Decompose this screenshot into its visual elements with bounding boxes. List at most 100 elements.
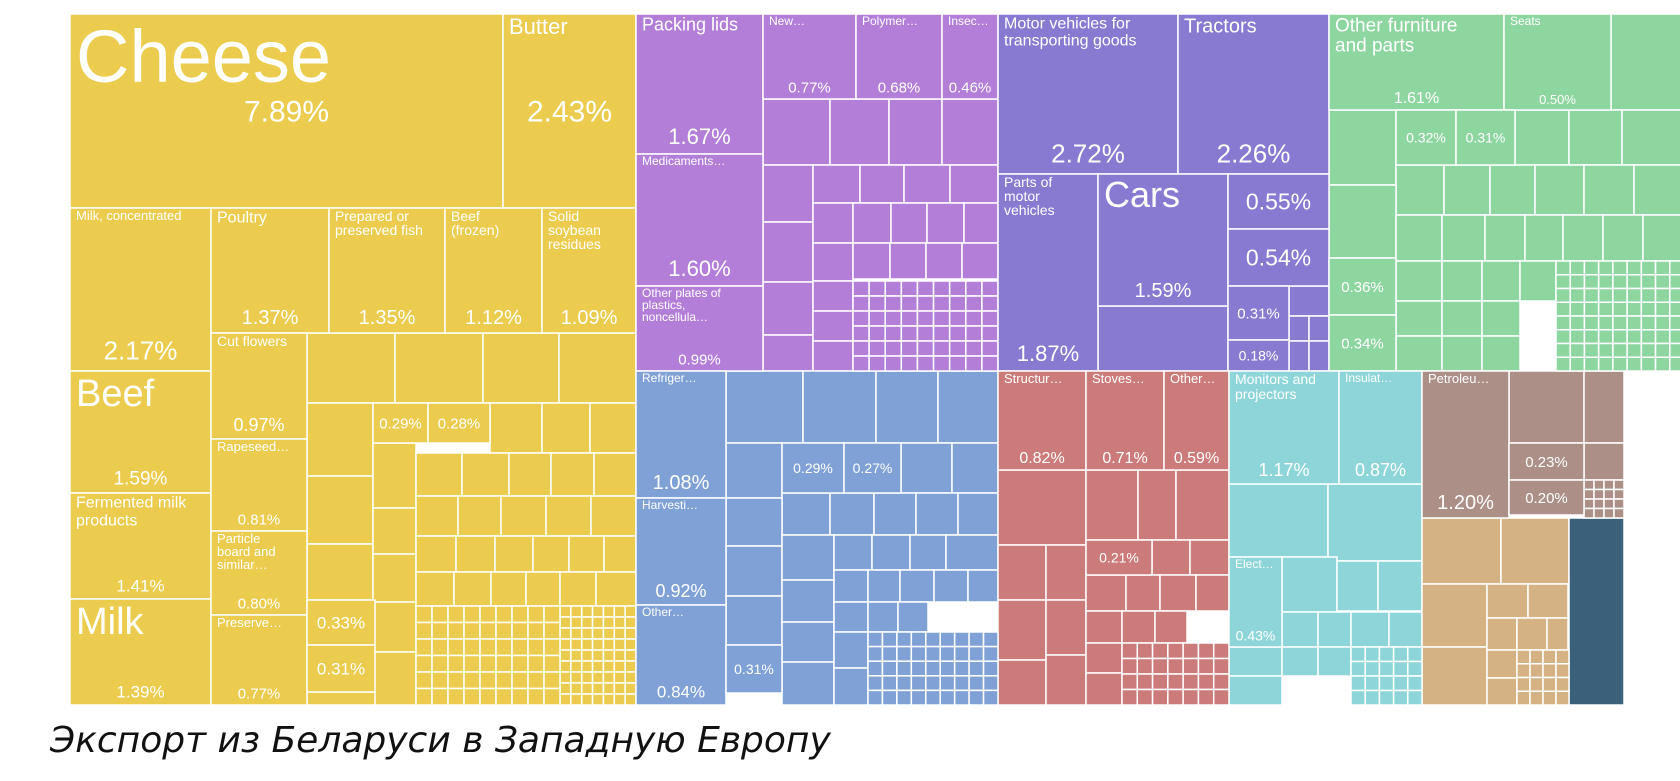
treemap-tile xyxy=(1195,574,1230,612)
treemap-tile-small xyxy=(1121,657,1139,675)
treemap-tile xyxy=(997,544,1047,601)
treemap-tile xyxy=(482,332,560,404)
tile-label: Elect… xyxy=(1235,557,1274,571)
treemap-tile-27 xyxy=(1097,173,1229,307)
treemap-tile-small xyxy=(570,660,583,673)
treemap-tile-small xyxy=(939,645,956,662)
treemap-tile xyxy=(867,601,899,633)
tile-value: 0.50% xyxy=(1539,92,1576,107)
tile-label: Other… xyxy=(1170,371,1216,386)
treemap-tile xyxy=(949,164,999,204)
tile-value: 1.39% xyxy=(116,682,164,701)
treemap-tile-small xyxy=(925,660,941,677)
treemap-tile-small xyxy=(591,682,605,695)
treemap-tile-small xyxy=(543,654,561,673)
treemap-tile xyxy=(890,202,928,244)
treemap-tile-small xyxy=(884,325,903,342)
treemap-tile-small xyxy=(559,616,572,629)
treemap-tile xyxy=(1189,539,1230,576)
treemap-tile xyxy=(925,242,963,280)
treemap-tile-small xyxy=(1597,342,1614,358)
treemap-tile-14 xyxy=(372,402,429,444)
treemap-tile-15 xyxy=(427,402,491,444)
treemap-tile-32 xyxy=(1328,13,1505,111)
treemap-tile-small xyxy=(1583,488,1595,500)
tile-value: 2.43% xyxy=(527,96,612,129)
treemap-tile-small xyxy=(495,671,513,690)
treemap-tile-30 xyxy=(1227,285,1290,341)
treemap-tile-41 xyxy=(781,442,845,494)
treemap-tile-23 xyxy=(635,285,764,372)
treemap-tile-small xyxy=(1392,660,1409,677)
treemap-tile xyxy=(888,98,943,166)
tile-value: 2.72% xyxy=(1051,138,1125,168)
treemap-tile-small xyxy=(900,340,919,357)
treemap-tile xyxy=(926,202,965,244)
treemap-tile-small xyxy=(939,675,956,692)
treemap-tile-small xyxy=(953,675,970,692)
treemap-tile xyxy=(829,492,875,536)
treemap-tile-small xyxy=(881,631,898,648)
treemap-tile-31 xyxy=(1227,339,1290,372)
treemap-tile-small xyxy=(965,355,983,372)
treemap-tile xyxy=(372,651,417,706)
treemap-tile-small xyxy=(900,325,919,342)
treemap-tile-10 xyxy=(210,332,308,440)
treemap-tile xyxy=(306,475,374,545)
treemap-tile-small xyxy=(1654,301,1671,317)
treemap-tile xyxy=(490,571,527,607)
treemap-tile-small xyxy=(527,687,545,706)
treemap-tile-small xyxy=(1640,342,1657,358)
tile-label: Stoves… xyxy=(1092,371,1145,386)
treemap-tile-small xyxy=(1626,342,1643,358)
treemap-tile-small xyxy=(602,627,616,640)
treemap-tile xyxy=(1441,335,1483,372)
treemap-tile-small xyxy=(925,645,941,662)
treemap-tile xyxy=(997,469,1087,546)
treemap-tile-small xyxy=(570,693,583,706)
treemap-tile-small xyxy=(613,693,626,706)
treemap-tile-small xyxy=(1626,356,1643,372)
treemap-tile-small xyxy=(1640,287,1657,303)
treemap-tile-17 xyxy=(306,644,376,693)
treemap-tile-small xyxy=(881,660,898,677)
tile-label: Motor vehicles for xyxy=(1004,16,1131,33)
treemap-tile xyxy=(1281,556,1338,613)
treemap-tile xyxy=(1486,617,1518,651)
tile-value: 1.17% xyxy=(1258,460,1309,480)
treemap-tile xyxy=(762,334,814,372)
tile-value: 1.37% xyxy=(242,307,299,329)
treemap-tile xyxy=(1568,109,1623,166)
treemap-tile-small xyxy=(1378,660,1395,677)
treemap-tile-small xyxy=(591,616,605,629)
treemap-tile-48 xyxy=(1228,370,1340,485)
treemap-tile xyxy=(812,242,854,282)
tile-label: board and xyxy=(217,544,276,559)
treemap-tile xyxy=(461,452,510,497)
treemap-tile-36 xyxy=(1328,257,1397,316)
treemap-tile-small xyxy=(948,295,967,312)
treemap-tile xyxy=(802,370,877,444)
treemap-tile-small xyxy=(1613,507,1625,519)
treemap-tile-small xyxy=(543,621,561,640)
tile-value: 0.31% xyxy=(317,659,365,678)
treemap-tile-small xyxy=(925,631,941,648)
treemap-tile-small xyxy=(1555,329,1571,345)
treemap-tile xyxy=(1481,260,1521,302)
treemap-tile-small xyxy=(447,621,465,640)
treemap-tile-small xyxy=(1612,301,1628,317)
treemap-tile xyxy=(899,569,935,603)
treemap-tile xyxy=(933,569,969,603)
treemap-tile xyxy=(1642,214,1680,262)
tile-value: 0.80% xyxy=(238,595,281,612)
treemap-tile-small xyxy=(1597,274,1614,290)
treemap-tile-small xyxy=(1182,642,1200,660)
treemap-tile-small xyxy=(1613,498,1625,510)
treemap-tile-small xyxy=(1197,673,1215,691)
treemap-tile-small xyxy=(1542,663,1557,679)
treemap-tile xyxy=(900,442,953,494)
treemap-tile-small xyxy=(463,605,481,624)
treemap-tile-small xyxy=(1669,260,1680,276)
treemap-tile-small xyxy=(1212,657,1230,675)
